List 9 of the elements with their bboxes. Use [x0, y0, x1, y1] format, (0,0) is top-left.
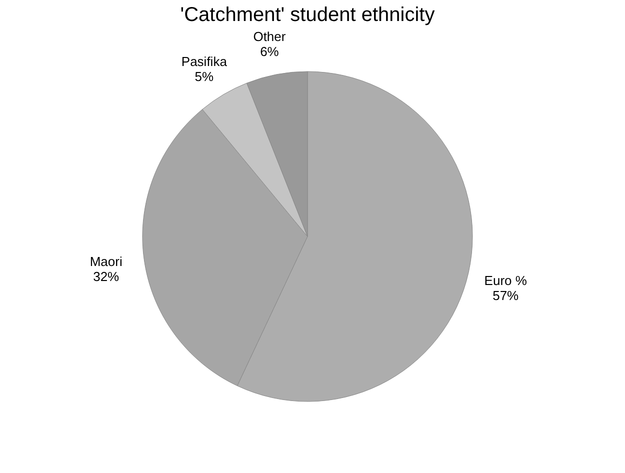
data-label: 57%	[492, 288, 520, 303]
slice-label: Pasifika	[181, 54, 228, 69]
slice-label: Other	[253, 29, 286, 44]
slice-label: Euro %	[484, 272, 528, 288]
chart-title: 'Catchment' student ethnicity	[180, 4, 435, 26]
data-label: 5%	[194, 68, 214, 84]
slice-label: Maori	[90, 254, 122, 269]
data-label: 32%	[93, 268, 120, 284]
data-label: 6%	[260, 44, 280, 60]
